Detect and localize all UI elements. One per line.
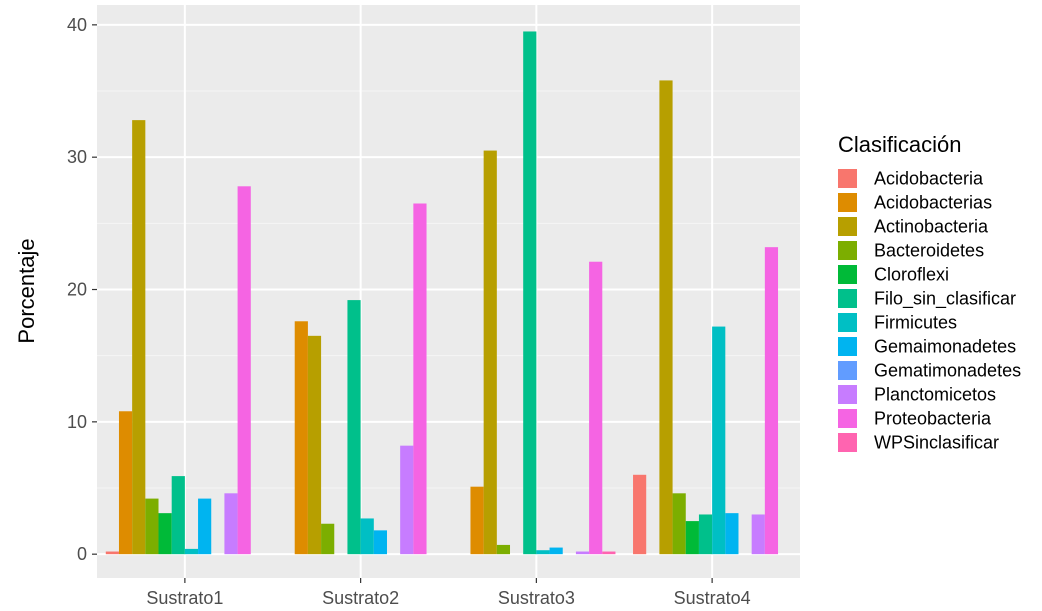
legend-title: Clasificación — [838, 132, 962, 157]
bar — [659, 80, 673, 555]
bar — [294, 321, 308, 555]
bar — [224, 493, 238, 555]
x-tick-label: Sustrato4 — [674, 588, 751, 608]
legend-key — [838, 409, 857, 428]
bar — [575, 551, 590, 555]
bar — [470, 486, 484, 555]
legend-items: Acidobacteria Acidobacterias Actinobacteri… — [838, 169, 1021, 453]
bar — [307, 335, 322, 555]
legend-key — [838, 337, 857, 356]
bar — [712, 326, 726, 555]
y-tick-label: 10 — [67, 412, 87, 432]
y-tick-label: 40 — [67, 15, 87, 35]
x-tick-label: Sustrato1 — [146, 588, 223, 608]
bar — [360, 518, 374, 555]
bar — [400, 445, 414, 555]
legend-key — [838, 217, 857, 236]
legend: Clasificación AcidobacteriaAcidobacteria… — [838, 132, 1021, 453]
legend-label: Proteobacteria — [874, 409, 992, 429]
legend-label: Acidobacterias — [874, 193, 992, 213]
legend-label: Acidobacteria — [874, 169, 984, 189]
bar — [413, 203, 427, 555]
legend-key — [838, 289, 857, 308]
legend-label: Filo_sin_clasificar — [874, 289, 1016, 310]
bar — [496, 544, 511, 555]
bar — [105, 551, 119, 555]
bar — [602, 551, 616, 555]
minor-gridlines — [97, 90, 800, 489]
bar — [347, 300, 361, 555]
bar — [698, 514, 713, 555]
y-tick-label: 20 — [67, 280, 87, 300]
bar — [633, 474, 647, 555]
bar — [184, 548, 199, 555]
bar — [373, 530, 387, 555]
x-axis: Sustrato1 Sustrato2 Sustrato3 Sustrato4 — [146, 578, 751, 608]
bar — [523, 31, 537, 555]
legend-key — [838, 193, 857, 212]
legend-key — [838, 433, 857, 452]
bar — [672, 493, 686, 555]
legend-key — [838, 313, 857, 332]
legend-key — [838, 169, 857, 188]
y-axis: 0 10 20 30 40 — [67, 15, 97, 564]
bars — [105, 31, 779, 555]
bar — [321, 523, 335, 555]
y-axis-title: Porcentaje — [14, 238, 39, 343]
bar — [171, 476, 185, 555]
bar — [118, 411, 133, 555]
bar — [158, 513, 172, 555]
legend-label: Firmicutes — [874, 313, 957, 333]
y-tick-label: 0 — [77, 544, 87, 564]
bar — [145, 498, 159, 555]
x-tick-label: Sustrato3 — [498, 588, 575, 608]
legend-label: Gemaimonadetes — [874, 337, 1016, 357]
bar — [483, 150, 497, 555]
legend-label: Actinobacteria — [874, 217, 989, 237]
legend-key — [838, 241, 857, 260]
bar — [549, 547, 563, 555]
y-tick-label: 30 — [67, 147, 87, 167]
bar — [685, 521, 699, 555]
legend-label: Planctomicetos — [874, 385, 996, 405]
plot-panel — [97, 5, 800, 578]
bar — [725, 513, 739, 555]
legend-label: Cloroflexi — [874, 265, 949, 285]
bar — [536, 550, 550, 555]
x-tick-label: Sustrato2 — [322, 588, 399, 608]
legend-key — [838, 385, 857, 404]
legend-label: Gematimonadetes — [874, 361, 1021, 381]
bar — [237, 186, 251, 555]
bar — [589, 261, 603, 555]
bar — [751, 514, 765, 555]
legend-label: Bacteroidetes — [874, 241, 984, 261]
legend-key — [838, 265, 857, 284]
bar — [764, 247, 779, 555]
legend-label: WPSinclasificar — [874, 433, 999, 453]
bar — [198, 498, 212, 555]
legend-key — [838, 361, 857, 380]
bar — [132, 120, 146, 555]
